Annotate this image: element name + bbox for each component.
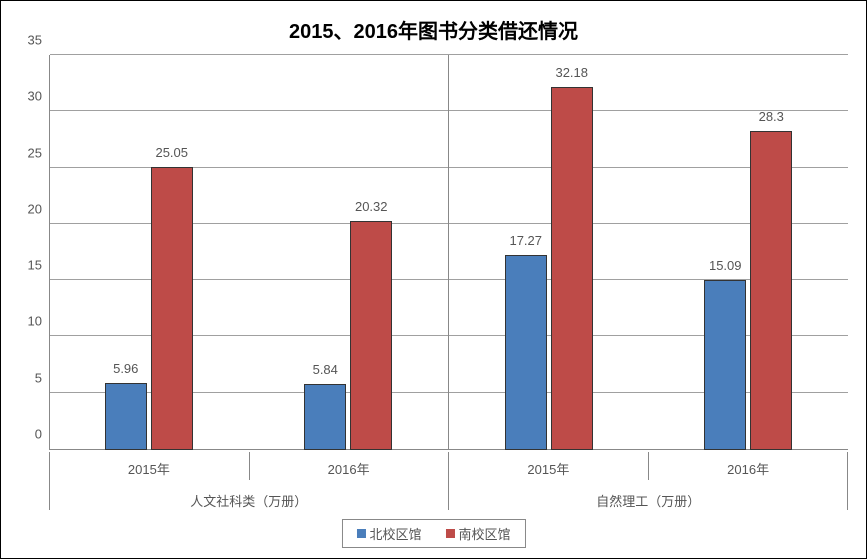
bar: 28.3 [750,131,792,450]
y-tick-label: 0 [35,427,50,442]
x-major-label: 人文社科类（万册） [49,487,449,510]
chart-title: 2015、2016年图书分类借还情况 [1,1,866,52]
bar-value-label: 28.3 [759,109,784,124]
legend-item: 南校区馆 [446,524,511,543]
sub-group: 15.0928.3 [649,55,849,450]
sub-group: 17.2732.18 [449,55,649,450]
legend-swatch [446,529,455,538]
x-axis-major-labels: 人文社科类（万册）自然理工（万册） [49,487,848,510]
bar-value-label: 32.18 [555,65,588,80]
legend-item: 北校区馆 [356,524,421,543]
sub-group: 5.9625.05 [49,55,249,450]
bar-value-label: 17.27 [509,233,542,248]
bar: 5.84 [304,384,346,450]
x-sub-label: 2015年 [49,453,249,478]
bar: 32.18 [551,87,593,450]
y-tick-label: 5 [35,370,50,385]
x-sub-label: 2016年 [648,453,848,478]
y-tick-label: 30 [28,89,50,104]
legend-label: 南校区馆 [459,524,511,543]
major-group: 5.9625.055.8420.32 [49,55,448,450]
y-tick-label: 20 [28,201,50,216]
x-major-label: 自然理工（万册） [449,487,849,510]
legend-label: 北校区馆 [369,524,421,543]
x-sub-label: 2016年 [249,453,449,478]
sub-group: 5.8420.32 [249,55,449,450]
bar-value-label: 5.84 [313,362,338,377]
major-group: 17.2732.1815.0928.3 [448,55,848,450]
bar: 25.05 [151,167,193,450]
x-sub-label: 2015年 [449,453,649,478]
bar: 5.96 [105,383,147,450]
y-tick-label: 35 [28,33,50,48]
plot-area: 05101520253035 5.9625.055.8420.3217.2732… [49,55,848,450]
bar-value-label: 20.32 [355,199,388,214]
bar: 20.32 [350,221,392,450]
y-tick-label: 10 [28,314,50,329]
legend-swatch [356,529,365,538]
legend: 北校区馆 南校区馆 [341,519,525,548]
bar: 15.09 [704,280,746,450]
chart-container: 2015、2016年图书分类借还情况 05101520253035 5.9625… [0,0,867,559]
y-tick-label: 15 [28,258,50,273]
y-tick-label: 25 [28,145,50,160]
bar-value-label: 25.05 [155,145,188,160]
bar-value-label: 15.09 [709,258,742,273]
bar: 17.27 [505,255,547,450]
bar-value-label: 5.96 [113,361,138,376]
x-axis-sub-labels: 2015年2016年2015年2016年 [49,453,848,478]
